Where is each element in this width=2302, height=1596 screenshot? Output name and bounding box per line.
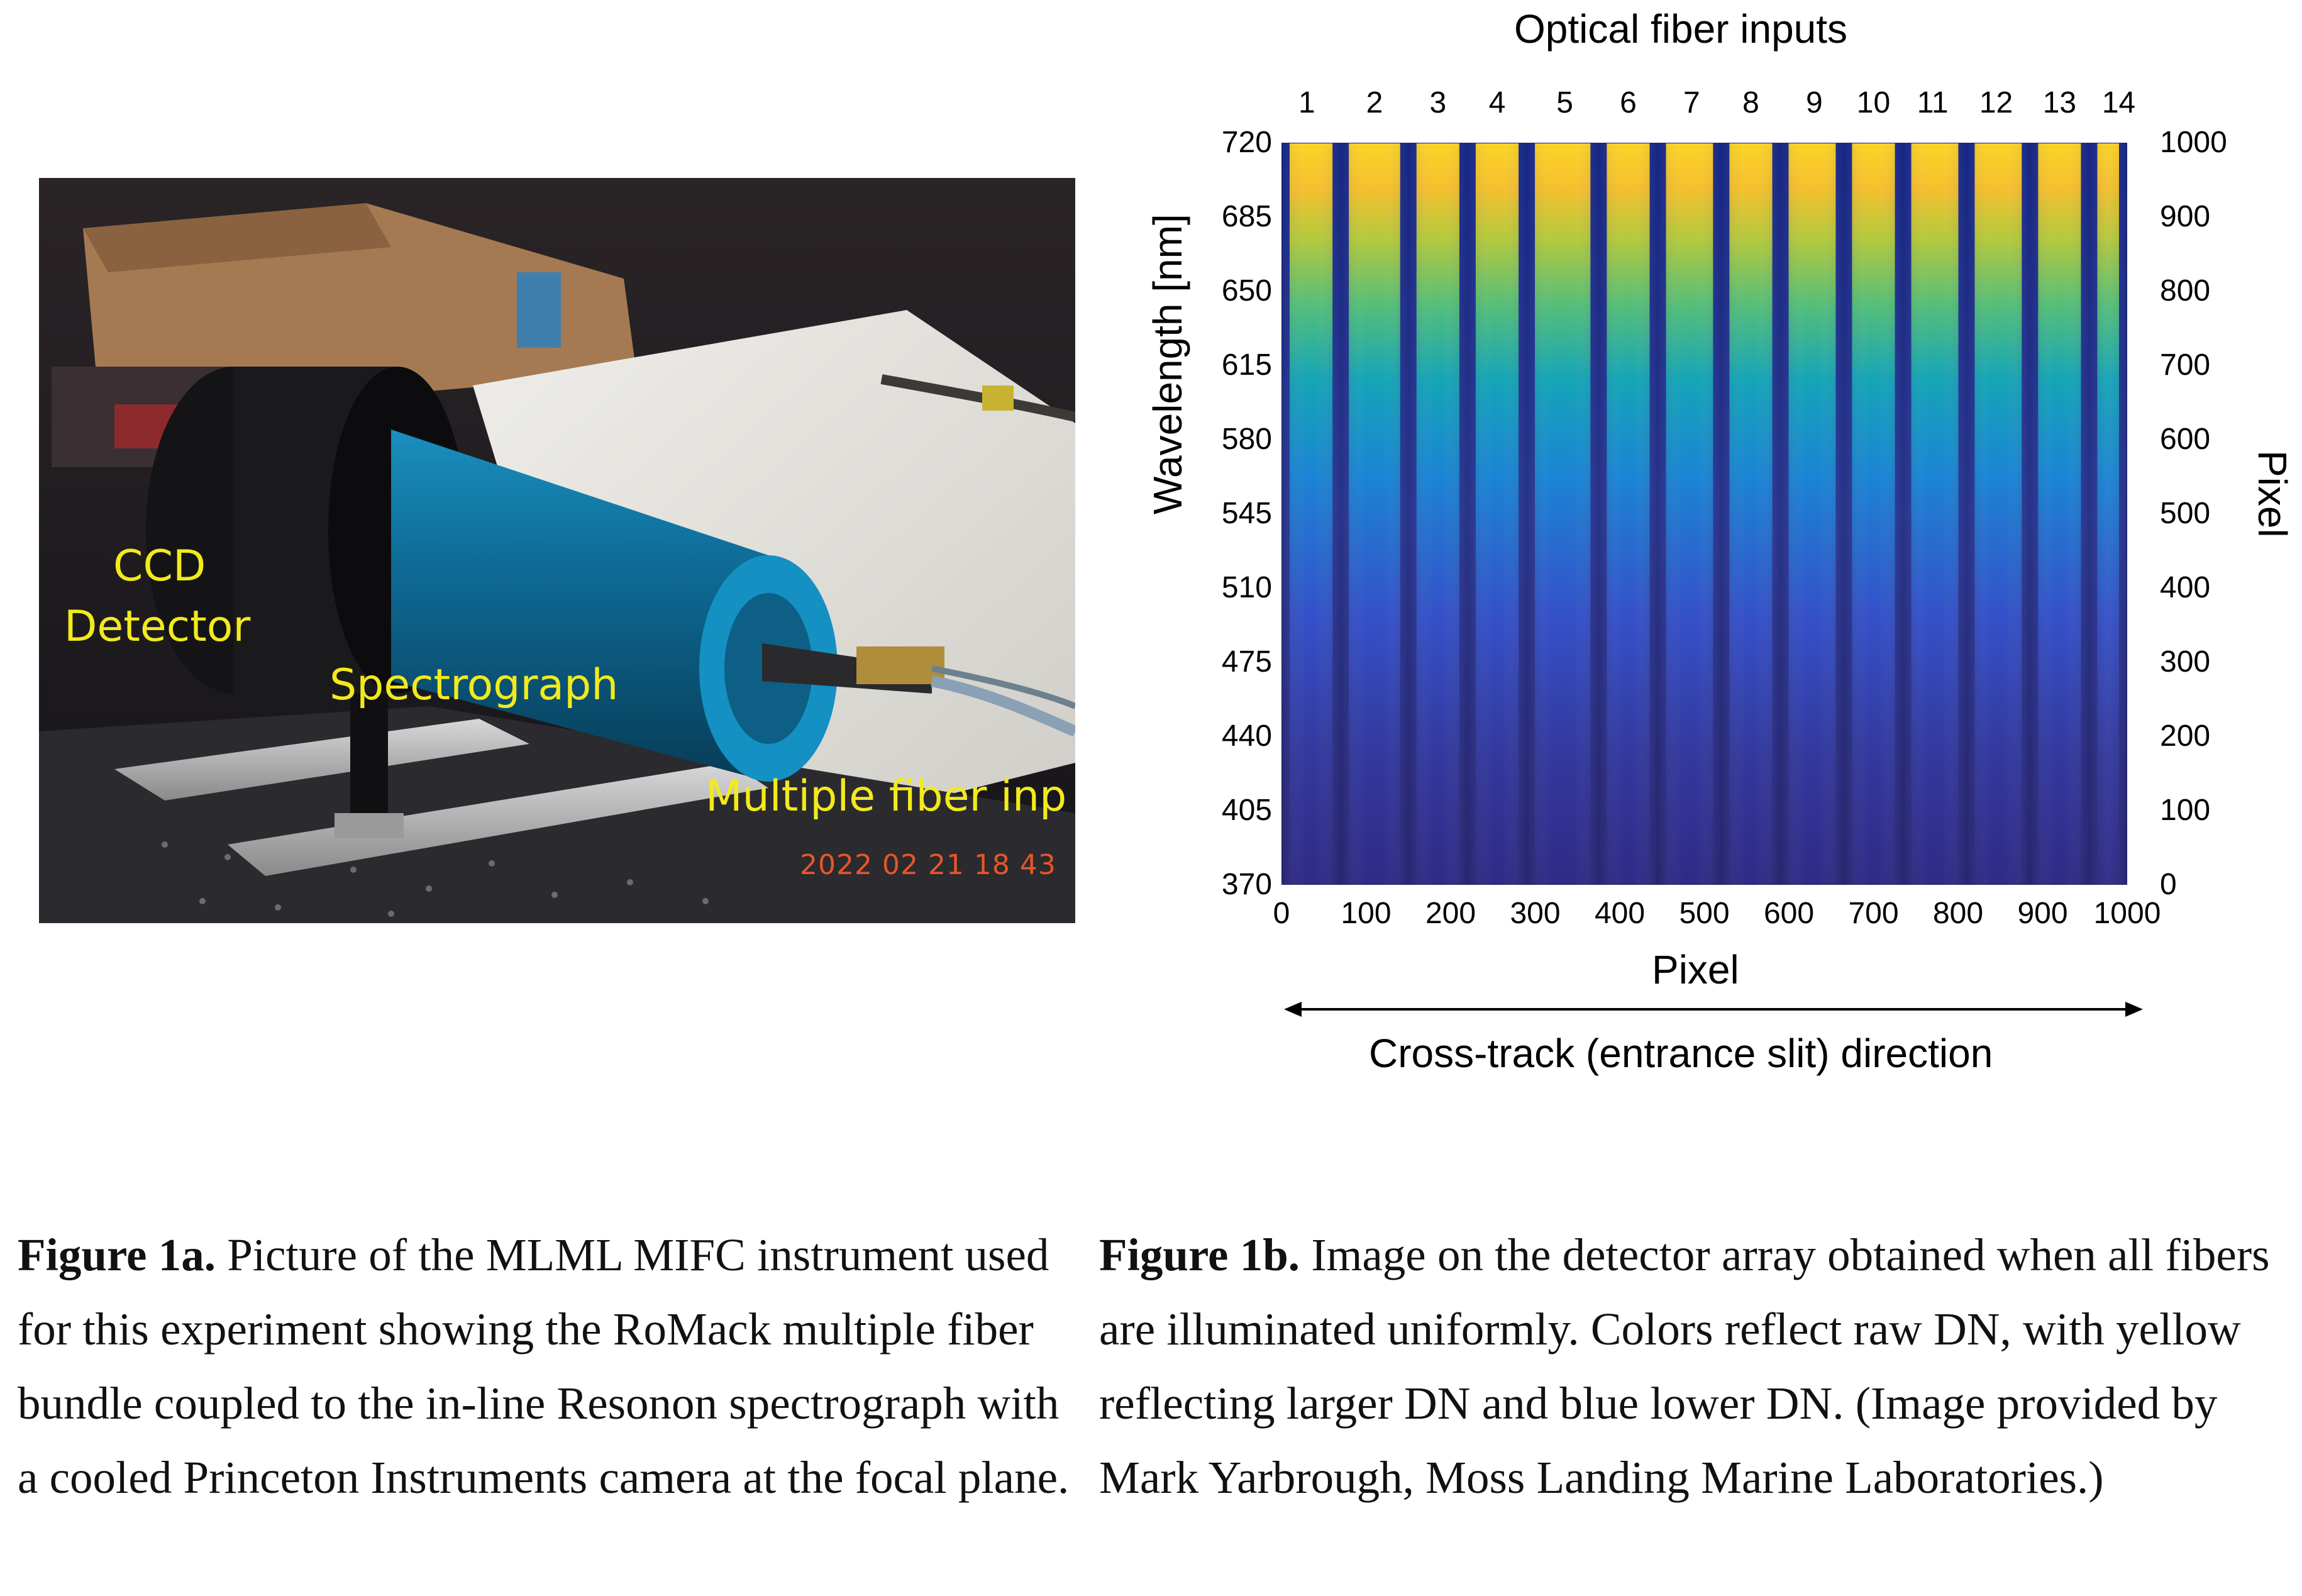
cross-track-arrow bbox=[1284, 1002, 2143, 1017]
label-detector: Detector bbox=[64, 602, 251, 651]
detector-heatmap bbox=[1281, 143, 2127, 885]
photo-timestamp: 2022 02 21 18 43 bbox=[800, 849, 1056, 881]
x-tick-label: 600 bbox=[1763, 897, 1815, 930]
wavelength-tick-label: 370 bbox=[1221, 868, 1272, 901]
pixel-tick-label: 900 bbox=[2160, 200, 2211, 233]
caption-1b-label: Figure 1b. bbox=[1099, 1229, 1300, 1280]
x-tick-label: 800 bbox=[1932, 897, 1984, 930]
wavelength-tick-label: 545 bbox=[1221, 497, 1272, 530]
caption-figure-1a: Figure 1a. Picture of the MLML MIFC inst… bbox=[18, 1218, 1080, 1515]
fiber-tick-label: 14 bbox=[2101, 86, 2136, 119]
pixel-tick-label: 1000 bbox=[2160, 126, 2227, 159]
x-tick-label: 700 bbox=[1848, 897, 1899, 930]
caption-1a-text: Picture of the MLML MIFC instrument used… bbox=[18, 1229, 1070, 1503]
fiber-gap-shade bbox=[1818, 143, 1869, 885]
label-spectrograph: Spectrograph bbox=[329, 660, 619, 710]
caption-1b-text: Image on the detector array obtained whe… bbox=[1099, 1229, 2270, 1503]
wavelength-tick-label: 580 bbox=[1221, 423, 1272, 456]
fiber-axis-title: Optical fiber inputs bbox=[1514, 6, 1848, 52]
fiber-gap-shade bbox=[2102, 143, 2127, 885]
pixel-tick-label: 0 bbox=[2160, 868, 2177, 901]
fiber-tick-label: 8 bbox=[1742, 86, 1759, 119]
instrument-photo: CCD Detector Spectrograph Multiple fiber… bbox=[39, 178, 1075, 923]
fiber-gap-layer bbox=[1281, 143, 2127, 885]
wavelength-tick-label: 720 bbox=[1221, 126, 1272, 159]
fiber-gap-shade bbox=[1442, 143, 1493, 885]
wavelength-tick-label: 510 bbox=[1221, 571, 1272, 604]
y-axis-label-pixel: Pixel bbox=[2250, 450, 2295, 538]
fiber-gap-shade bbox=[1696, 143, 1747, 885]
fiber-gap-shade bbox=[1941, 143, 1992, 885]
fiber-gap-shade bbox=[1315, 143, 1366, 885]
x-tick-label: 200 bbox=[1425, 897, 1476, 930]
x-tick-label: 500 bbox=[1679, 897, 1730, 930]
pixel-tick-label: 700 bbox=[2160, 348, 2211, 382]
pixel-tick-label: 800 bbox=[2160, 274, 2211, 308]
x-tick-label: 0 bbox=[1273, 897, 1290, 930]
fiber-tick-label: 7 bbox=[1683, 86, 1700, 119]
fiber-tick-label: 6 bbox=[1620, 86, 1637, 119]
fiber-tick-label: 2 bbox=[1366, 86, 1383, 119]
label-multiple-fiber: Multiple fiber inp bbox=[706, 772, 1067, 821]
fiber-tick-label: 5 bbox=[1556, 86, 1573, 119]
pixel-tick-label: 400 bbox=[2160, 571, 2211, 604]
fiber-gap-shade bbox=[1755, 143, 1806, 885]
pixel-tick-label: 300 bbox=[2160, 645, 2211, 679]
pixel-tick-label: 200 bbox=[2160, 719, 2211, 753]
fiber-tick-label: 11 bbox=[1917, 86, 1949, 119]
fiber-gap-shade bbox=[1281, 143, 1307, 885]
fiber-tick-label: 12 bbox=[1979, 86, 2013, 119]
pixel-tick-label: 100 bbox=[2160, 794, 2211, 827]
fiber-gap-shade bbox=[1383, 143, 1434, 885]
label-ccd: CCD bbox=[113, 541, 206, 591]
fiber-gap-shade bbox=[1573, 143, 1624, 885]
fiber-gap-shade bbox=[1878, 143, 1928, 885]
fiber-tick-label: 1 bbox=[1298, 86, 1315, 119]
cross-track-direction-label: Cross-track (entrance slit) direction bbox=[1369, 1031, 1993, 1076]
x-tick-label: 900 bbox=[2017, 897, 2068, 930]
wavelength-tick-label: 405 bbox=[1221, 794, 1272, 827]
photo-illustration bbox=[39, 178, 1075, 923]
wavelength-tick-label: 615 bbox=[1221, 348, 1272, 382]
y-axis-label-wavelength: Wavelength [nm] bbox=[1145, 214, 1190, 514]
fiber-gap-shade bbox=[2005, 143, 2056, 885]
x-tick-label: 400 bbox=[1594, 897, 1646, 930]
fiber-tick-label: 13 bbox=[2042, 86, 2077, 119]
fiber-tick-label: 9 bbox=[1805, 86, 1823, 119]
fiber-tick-label: 10 bbox=[1856, 86, 1891, 119]
x-tick-label: 100 bbox=[1341, 897, 1392, 930]
pixel-tick-label: 600 bbox=[2160, 423, 2211, 456]
fiber-gap-shade bbox=[1632, 143, 1683, 885]
x-tick-label: 300 bbox=[1510, 897, 1561, 930]
wavelength-tick-label: 440 bbox=[1221, 719, 1272, 753]
caption-figure-1b: Figure 1b. Image on the detector array o… bbox=[1099, 1218, 2294, 1515]
pixel-tick-label: 500 bbox=[2160, 497, 2211, 530]
wavelength-tick-label: 475 bbox=[1221, 645, 1272, 679]
wavelength-tick-label: 685 bbox=[1221, 200, 1272, 233]
fiber-gap-shade bbox=[1502, 143, 1552, 885]
fiber-tick-label: 3 bbox=[1429, 86, 1447, 119]
wavelength-tick-label: 650 bbox=[1221, 274, 1272, 308]
x-tick-label: 1000 bbox=[2093, 897, 2161, 930]
caption-1a-label: Figure 1a. bbox=[18, 1229, 216, 1280]
fiber-tick-label: 4 bbox=[1488, 86, 1506, 119]
x-axis-label-pixel: Pixel bbox=[1652, 947, 1739, 992]
